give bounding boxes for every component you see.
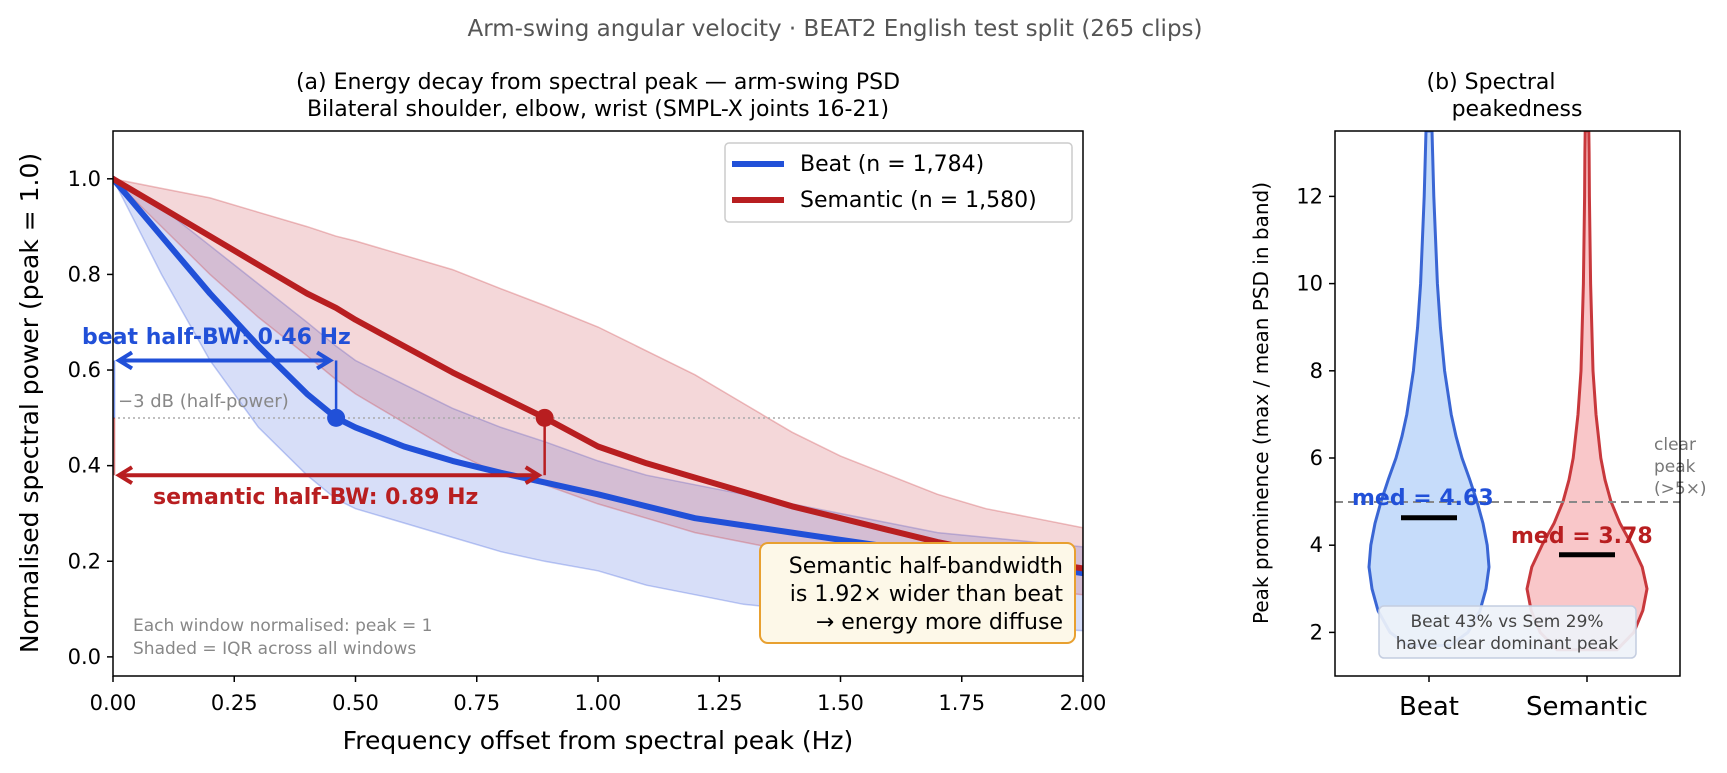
semantic-violin <box>1525 131 1649 652</box>
y-tick-label-b: 8 <box>1310 359 1323 383</box>
callout-box: Semantic half-bandwidth is 1.92× wider t… <box>759 542 1076 644</box>
y-tick-label: 0.8 <box>68 262 101 286</box>
y-tick-label: 0.0 <box>68 645 101 669</box>
x-axis-ticks: 0.00 0.25 0.50 0.75 1.00 1.25 1.50 1.75 2.00 <box>90 676 1107 715</box>
y-axis-label-b: Peak prominence (max / mean PSD in band) <box>1249 182 1273 624</box>
note-line1: Beat 43% vs Sem 29% <box>1410 612 1603 632</box>
y-tick-label: 1.0 <box>68 167 101 191</box>
semantic-halfbw-arrowhead-right <box>524 465 543 485</box>
beat-halfbw-arrowhead-left <box>115 350 134 371</box>
y-tick-label-b: 12 <box>1296 184 1323 208</box>
panel-b: (b) Spectral peakedness med = 4.63 med =… <box>1249 70 1707 722</box>
plot-frame-b <box>1334 130 1681 677</box>
legend-semantic-label: Semantic (n = 1,580) <box>800 188 1037 213</box>
callout-line1: Semantic half-bandwidth <box>789 554 1063 579</box>
panel-a-title-line2: Bilateral shoulder, elbow, wrist (SMPL-X… <box>307 97 889 122</box>
y-tick-label: 0.2 <box>68 549 101 573</box>
panel-b-title-line1: (b) Spectral <box>1427 70 1556 95</box>
x-axis-label-a: Frequency offset from spectral peak (Hz) <box>343 726 854 755</box>
median-bars <box>1401 515 1615 558</box>
x-tick-label: 0.50 <box>332 691 379 715</box>
y-tick-label-b: 2 <box>1310 620 1323 644</box>
beat-half-power-marker <box>327 408 346 427</box>
x-tick-label: 1.75 <box>938 691 985 715</box>
y-tick-label-b: 6 <box>1310 446 1323 470</box>
semantic-median-label: med = 3.78 <box>1511 524 1653 549</box>
x-tick-label: 1.50 <box>817 691 864 715</box>
semantic-halfbw-arrowhead-left <box>115 465 134 485</box>
beat-halfbw-arrowhead-right <box>316 350 334 371</box>
panel-b-title-line2: peakedness <box>1452 97 1583 122</box>
threshold-label-line1: clear <box>1654 435 1696 455</box>
x-tick-label: 2.00 <box>1060 691 1107 715</box>
footnote-line1: Each window normalised: peak = 1 <box>133 616 433 636</box>
legend-beat-label: Beat (n = 1,784) <box>800 152 984 177</box>
clear-peak-note: Beat 43% vs Sem 29% have clear dominant … <box>1378 605 1637 659</box>
category-label: Semantic <box>1526 692 1648 722</box>
threshold-label-line2: peak <box>1654 457 1696 477</box>
panel-a-title-line1: (a) Energy decay from spectral peak — ar… <box>296 70 900 95</box>
semantic-iqr-band <box>113 178 1083 596</box>
beat-violin <box>1367 131 1491 647</box>
beat-median-label: med = 4.63 <box>1352 486 1494 511</box>
halfbw-annotations <box>112 350 554 485</box>
semantic-line <box>113 175 1083 572</box>
y-axis-label-a: Normalised spectral power (peak = 1.0) <box>15 153 44 653</box>
figure-suptitle: Arm-swing angular velocity · BEAT2 Engli… <box>467 16 1202 42</box>
x-axis-categories-b: Beat Semantic <box>1399 676 1648 722</box>
y-tick-label: 0.6 <box>68 358 101 382</box>
legend: Beat (n = 1,784) Semantic (n = 1,580) <box>724 142 1073 223</box>
x-tick-label: 0.25 <box>211 691 258 715</box>
y-tick-label-b: 10 <box>1296 272 1323 296</box>
x-tick-label: 1.25 <box>696 691 743 715</box>
note-line2: have clear dominant peak <box>1396 634 1619 654</box>
violins <box>1367 131 1649 652</box>
semantic-half-power-marker <box>535 408 554 427</box>
footnote-line2: Shaded = IQR across all windows <box>133 639 416 659</box>
semantic-halfbw-label: semantic half-BW: 0.89 Hz <box>153 485 478 510</box>
x-tick-label: 1.00 <box>575 691 622 715</box>
panel-a: (a) Energy decay from spectral peak — ar… <box>15 70 1106 755</box>
category-label: Beat <box>1399 692 1459 722</box>
y-tick-label: 0.4 <box>68 454 101 478</box>
y-axis-ticks-b: 2 4 6 8 10 12 <box>1296 184 1335 644</box>
half-power-label: −3 dB (half-power) <box>118 391 289 412</box>
y-tick-label-b: 4 <box>1310 533 1323 557</box>
callout-line3: → energy more diffuse <box>816 610 1063 635</box>
x-tick-label: 0.75 <box>453 691 500 715</box>
callout-line2: is 1.92× wider than beat <box>790 582 1064 607</box>
x-tick-label: 0.00 <box>90 691 137 715</box>
y-axis-ticks: 0.0 0.2 0.4 0.6 0.8 1.0 <box>68 167 113 669</box>
beat-halfbw-label: beat half-BW: 0.46 Hz <box>82 325 351 350</box>
